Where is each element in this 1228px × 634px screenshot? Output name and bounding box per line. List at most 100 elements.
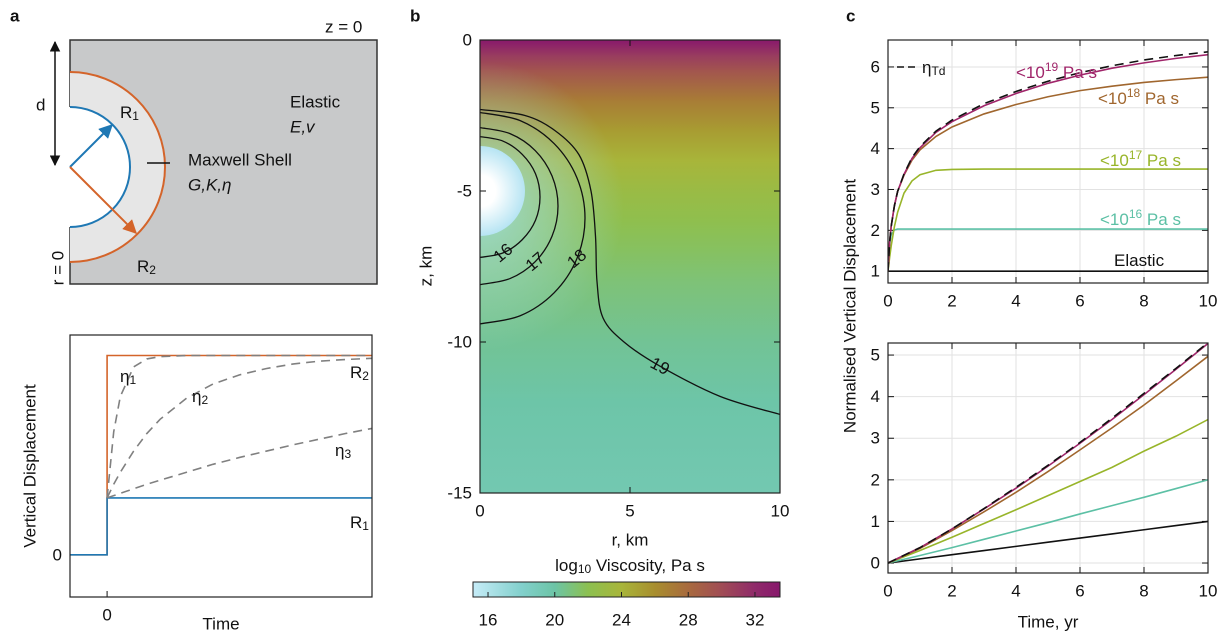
series-line <box>70 497 372 556</box>
viscosity-strip <box>480 40 780 56</box>
series-line <box>888 51 1208 272</box>
annotation: η2 <box>192 387 208 407</box>
x-tick-label: 10 <box>771 502 790 521</box>
x-tick-label: 4 <box>1011 292 1020 311</box>
annotation-text: <10 <box>1100 210 1129 229</box>
x-tick-label: 0 <box>883 292 892 311</box>
series-line <box>888 355 1208 564</box>
r2-arrow <box>69 166 137 234</box>
series-line <box>888 168 1208 272</box>
legend-label: ηTd <box>922 58 945 78</box>
viscosity-strip <box>480 341 780 403</box>
annotation-text: η <box>120 367 129 386</box>
series-group <box>70 354 372 556</box>
annotation: η3 <box>335 441 351 461</box>
r1-label: R1 <box>120 103 139 123</box>
annotation-rest: Pa s <box>1058 63 1097 82</box>
annotation: η1 <box>120 367 136 387</box>
x-tick-label: 2 <box>947 582 956 601</box>
series-group <box>888 343 1208 564</box>
colorbar <box>472 581 781 598</box>
legend-label-text: η <box>922 58 931 77</box>
y-tick-label: -10 <box>447 333 472 352</box>
r1-label-text: R <box>120 103 132 122</box>
y-tick-label: 5 <box>871 98 880 117</box>
annotation-sub: 1 <box>362 519 369 533</box>
x-tick-label: 2 <box>947 292 956 311</box>
contour-line <box>480 126 559 286</box>
series-line <box>888 343 1208 564</box>
x-axis-label: Time <box>202 615 239 634</box>
x-tick-label: 0 <box>883 582 892 601</box>
panel-label: a <box>10 7 20 26</box>
colorbar-tick-label: 24 <box>612 611 631 630</box>
x-axis-label: Time, yr <box>1018 613 1079 632</box>
plot-frame <box>69 334 373 598</box>
annotation: Elastic <box>1114 251 1165 270</box>
plot-frame <box>887 342 1209 574</box>
shell-title: Maxwell Shell <box>188 151 292 170</box>
colorbar-tick-label: 16 <box>479 611 498 630</box>
x-tick-label: 10 <box>1199 292 1218 311</box>
shell-params: G,K,η <box>188 176 231 195</box>
annotation-text: η <box>192 387 201 406</box>
surface-label: z = 0 <box>325 18 362 37</box>
r2-label-text: R <box>137 257 149 276</box>
series-line <box>888 343 1208 564</box>
depth-label: d <box>36 96 45 115</box>
x-tick-label: 5 <box>625 502 634 521</box>
x-axis-label: r, km <box>612 531 649 550</box>
chamber <box>480 146 525 236</box>
r1-arrow <box>69 124 113 168</box>
series-line <box>888 479 1208 564</box>
annotation-text: <10 <box>1098 89 1127 108</box>
r2-label-sub: 2 <box>149 263 156 277</box>
r1-label-sub: 1 <box>132 109 139 123</box>
y-tick-label: 6 <box>871 57 880 76</box>
annotation-text: <10 <box>1016 63 1045 82</box>
annotation-sub: 1 <box>129 373 136 387</box>
viscosity-strip <box>480 54 780 71</box>
annotation: <1017 Pa s <box>1100 148 1181 169</box>
y-tick-label: 4 <box>871 139 880 158</box>
annotation: R1 <box>350 513 369 533</box>
axis-label: r = 0 <box>49 251 68 286</box>
viscosity-strip <box>480 402 780 493</box>
y-tick-label: 5 <box>871 346 880 365</box>
elastic-params: E,v <box>290 118 316 137</box>
y-tick-label: 3 <box>871 429 880 448</box>
x-tick-label: 8 <box>1139 582 1148 601</box>
y-tick-label: -5 <box>457 182 472 201</box>
y-tick-label: 2 <box>871 221 880 240</box>
x-tick-label: 0 <box>475 502 484 521</box>
series-line <box>888 418 1208 564</box>
x-tick-label: 4 <box>1011 582 1020 601</box>
panel-label: c <box>846 7 855 26</box>
annotation-sup: 19 <box>1045 60 1059 74</box>
annotation-text: η <box>335 441 344 460</box>
annotation-text: Elastic <box>1114 251 1165 270</box>
plot-frame <box>887 39 1209 284</box>
annotation-text: R <box>350 513 362 532</box>
colorbar-label-sub: 10 <box>578 562 592 576</box>
plot-frame <box>479 39 781 494</box>
y-axis-label: Normalised Vertical Displacement <box>841 179 860 433</box>
annotation-text: R <box>350 363 362 382</box>
annotation-sup: 17 <box>1129 148 1143 162</box>
annotation-sup: 16 <box>1129 207 1143 221</box>
annotation: <1016 Pa s <box>1100 207 1181 228</box>
y-tick-label: 1 <box>871 262 880 281</box>
elastic-title: Elastic <box>290 93 341 112</box>
colorbar-label: log10 Viscosity, Pa s <box>555 556 705 576</box>
series-group <box>888 51 1208 272</box>
x-tick-label: 8 <box>1139 292 1148 311</box>
r2-label: R2 <box>137 257 156 277</box>
y-tick-label: 4 <box>871 387 880 406</box>
x-tick-label: 6 <box>1075 292 1084 311</box>
series-line <box>106 427 372 499</box>
annotation-sub: 2 <box>201 393 208 407</box>
y-tick-label: 2 <box>871 470 880 489</box>
